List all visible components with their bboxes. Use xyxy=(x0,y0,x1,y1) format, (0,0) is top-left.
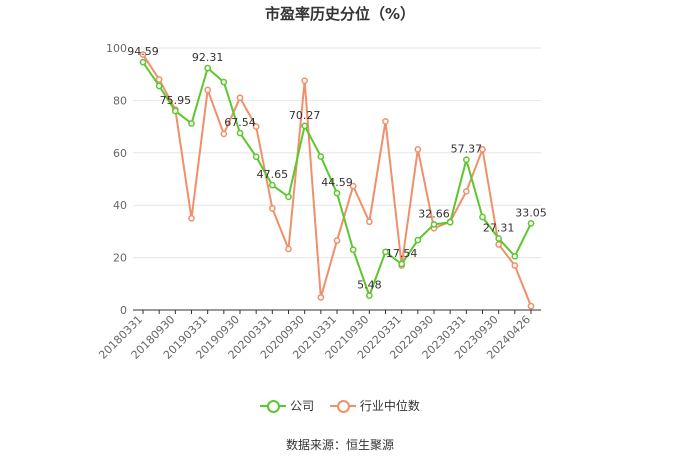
data-point-industry-median[interactable] xyxy=(365,218,373,226)
y-tick-label: 100 xyxy=(106,42,127,55)
data-point-industry-median[interactable] xyxy=(220,130,228,138)
legend-item-industry-median[interactable]: 行业中位数 xyxy=(329,397,420,414)
data-point-company[interactable] xyxy=(188,120,195,127)
data-label: 75.95 xyxy=(160,94,192,107)
data-point-company[interactable] xyxy=(349,246,357,254)
data-point-industry-median[interactable] xyxy=(301,77,309,85)
y-tick-label: 40 xyxy=(113,199,127,212)
data-point-company[interactable] xyxy=(382,248,389,256)
data-point-industry-median[interactable] xyxy=(479,146,486,153)
data-point-company[interactable] xyxy=(268,181,276,189)
data-label: 57.37 xyxy=(451,143,483,156)
legend-label-industry-median: 行业中位数 xyxy=(359,399,420,413)
data-point-company[interactable] xyxy=(479,213,486,221)
data-point-company[interactable] xyxy=(317,153,325,160)
y-tick-label: 0 xyxy=(120,304,127,317)
data-point-industry-median[interactable] xyxy=(268,204,276,212)
data-point-company[interactable] xyxy=(527,220,535,227)
data-point-company[interactable] xyxy=(204,64,212,72)
legend-label-company: 公司 xyxy=(290,399,315,413)
data-label: 70.27 xyxy=(289,109,321,122)
legend-swatch-company xyxy=(260,399,287,413)
data-point-industry-median[interactable] xyxy=(155,76,163,83)
data-label: 17.54 xyxy=(386,247,418,260)
data-point-industry-median[interactable] xyxy=(285,245,292,253)
data-point-company[interactable] xyxy=(220,78,228,86)
data-point-company[interactable] xyxy=(495,235,503,242)
data-point-industry-median[interactable] xyxy=(252,123,260,130)
data-point-company[interactable] xyxy=(139,58,147,66)
data-label: 33.05 xyxy=(515,206,547,219)
data-point-company[interactable] xyxy=(236,129,244,137)
data-label: 67.54 xyxy=(224,116,256,129)
data-point-company[interactable] xyxy=(301,122,309,130)
data-label: 44.59 xyxy=(321,176,353,189)
y-tick-label: 60 xyxy=(113,147,127,160)
data-point-industry-median[interactable] xyxy=(204,86,212,94)
y-tick-label: 80 xyxy=(113,94,127,107)
data-point-industry-median[interactable] xyxy=(317,294,325,301)
data-point-industry-median[interactable] xyxy=(462,187,470,195)
data-point-company[interactable] xyxy=(333,189,341,197)
data-point-company[interactable] xyxy=(446,218,454,226)
data-point-industry-median[interactable] xyxy=(511,262,519,269)
data-point-company[interactable] xyxy=(414,236,422,244)
data-point-industry-median[interactable] xyxy=(495,241,503,248)
axes: 0204060801002018033120180930201903312019… xyxy=(96,42,541,362)
series-layer xyxy=(139,51,535,310)
legend-item-company[interactable]: 公司 xyxy=(260,397,314,414)
data-point-industry-median[interactable] xyxy=(333,237,341,244)
legend-swatch-industry-median xyxy=(329,399,356,413)
source-note: 数据来源：恒生聚源 xyxy=(285,438,394,452)
data-label: 5.48 xyxy=(357,279,382,292)
data-point-company[interactable] xyxy=(462,156,470,164)
data-point-company[interactable] xyxy=(155,82,163,90)
data-point-company[interactable] xyxy=(398,260,406,268)
data-point-company[interactable] xyxy=(171,107,179,115)
data-label: 92.31 xyxy=(192,51,224,64)
data-labels: 94.59 75.95 92.31 67.54 47.65 70.27 44.59 5.48 1… xyxy=(127,45,547,291)
data-point-company[interactable] xyxy=(511,252,519,260)
data-label: 27.31 xyxy=(483,221,515,234)
data-point-company[interactable] xyxy=(430,221,438,228)
data-point-industry-median[interactable] xyxy=(236,94,244,102)
data-point-industry-median[interactable] xyxy=(414,146,422,153)
y-tick-label: 20 xyxy=(113,252,127,265)
data-label: 94.59 xyxy=(127,45,159,58)
data-point-industry-median[interactable] xyxy=(139,51,147,58)
data-label: 47.65 xyxy=(257,168,289,181)
chart-title: 市盈率历史分位（%） xyxy=(264,5,416,23)
data-point-company[interactable] xyxy=(285,193,292,201)
data-point-company[interactable] xyxy=(252,153,260,161)
data-point-industry-median[interactable] xyxy=(382,118,389,125)
data-label: 32.66 xyxy=(418,207,450,220)
data-point-industry-median[interactable] xyxy=(349,182,357,190)
data-point-company[interactable] xyxy=(365,292,373,299)
grid-lines xyxy=(133,47,541,259)
data-point-industry-median[interactable] xyxy=(188,214,195,222)
legend: 公司 行业中位数 xyxy=(0,397,680,415)
data-point-industry-median[interactable] xyxy=(527,302,535,310)
